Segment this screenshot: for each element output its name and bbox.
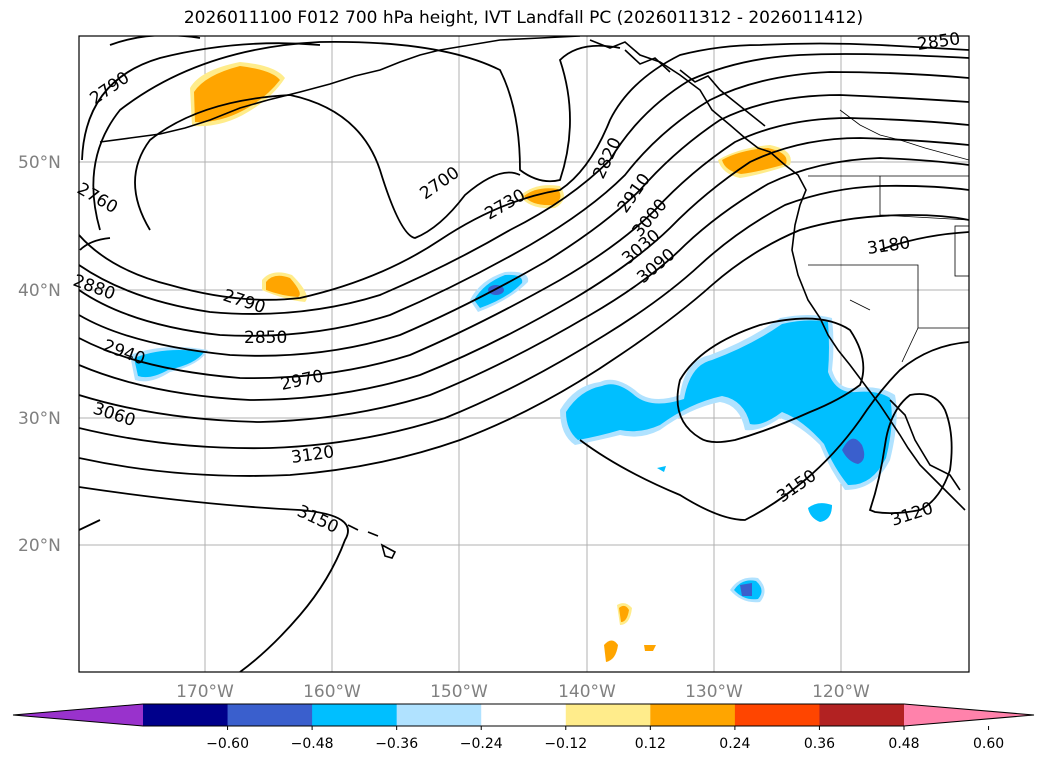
colorbar-extend-high [904, 704, 1034, 726]
lon-label: 140°W [558, 682, 616, 702]
boundaries [808, 109, 969, 363]
colorbar-tick-label: −0.48 [291, 736, 334, 752]
contour-label: 2760 [74, 179, 121, 218]
map-title: 2026011100 F012 700 hPa height, IVT Land… [183, 8, 864, 28]
ivt-positive-south-core [619, 605, 629, 622]
ivt-positive-gulf-alaska-core [194, 66, 280, 123]
colorbar: −0.60 −0.48 −0.36 −0.24 −0.12 0.12 0.24 0.36 0.4… [12, 703, 1035, 752]
contour-label: 3060 [90, 399, 137, 431]
colorbar-tick-label: −0.24 [460, 736, 503, 752]
colorbar-segment [312, 704, 398, 726]
ivt-negative-west-core [134, 350, 204, 378]
contour-label: 3180 [866, 233, 912, 259]
colorbar-segment [819, 704, 905, 726]
colorbar-segment [734, 704, 820, 726]
height-contours [79, 36, 969, 672]
lon-label: 160°W [303, 682, 361, 702]
lat-label: 20°N [18, 536, 61, 556]
colorbar-tick-label: 0.12 [635, 736, 666, 752]
ivt-positive-pnw-core [722, 148, 787, 174]
colorbar-tick-label: 0.48 [888, 736, 919, 752]
coastlines [99, 36, 966, 559]
colorbar-segment [481, 704, 567, 726]
colorbar-segment [396, 704, 482, 726]
colorbar-tick-label: 0.36 [804, 736, 835, 752]
lat-label: 40°N [18, 281, 61, 301]
lon-label: 150°W [430, 682, 488, 702]
ivt-shading [130, 62, 897, 662]
contour-label: 2820 [589, 134, 625, 182]
colorbar-segment [227, 704, 313, 726]
colorbar-segment [565, 704, 651, 726]
colorbar-tick-label: 0.60 [973, 736, 1004, 752]
colorbar-segment [143, 704, 229, 726]
lat-label: 50°N [18, 153, 61, 173]
latitude-labels: 50°N 40°N 30°N 20°N [18, 153, 61, 556]
colorbar-tick-label: 0.24 [719, 736, 750, 752]
contour-label: 2700 [416, 163, 463, 204]
contour-label: 3120 [888, 498, 935, 530]
ivt-positive-west-core [266, 275, 300, 297]
contour-label: 2730 [482, 185, 529, 224]
lat-label: 30°N [18, 409, 61, 429]
alaska-coast [589, 39, 966, 511]
colorbar-outline [12, 703, 1035, 727]
colorbar-tick-label: −0.12 [544, 736, 587, 752]
map-frame [78, 35, 970, 673]
colorbar-tick-label: −0.36 [375, 736, 418, 752]
graticule [79, 36, 969, 672]
colorbar-tick-label: −0.60 [206, 736, 249, 752]
contour-label: 2940 [100, 336, 147, 370]
lon-label: 170°W [176, 682, 234, 702]
lon-label: 130°W [685, 682, 743, 702]
colorbar-extend-low [13, 704, 143, 726]
colorbar-segment [650, 704, 736, 726]
contour-label: 2970 [279, 366, 325, 395]
contour-label: 3150 [294, 501, 342, 537]
ivt-negative-large-core [566, 320, 892, 486]
longitude-labels: 170°W 160°W 150°W 140°W 130°W 120°W [176, 682, 870, 702]
contour-label: 2850 [916, 29, 962, 55]
contour-label: 2850 [244, 328, 287, 348]
lon-label: 120°W [812, 682, 870, 702]
baja-coast [889, 399, 961, 491]
